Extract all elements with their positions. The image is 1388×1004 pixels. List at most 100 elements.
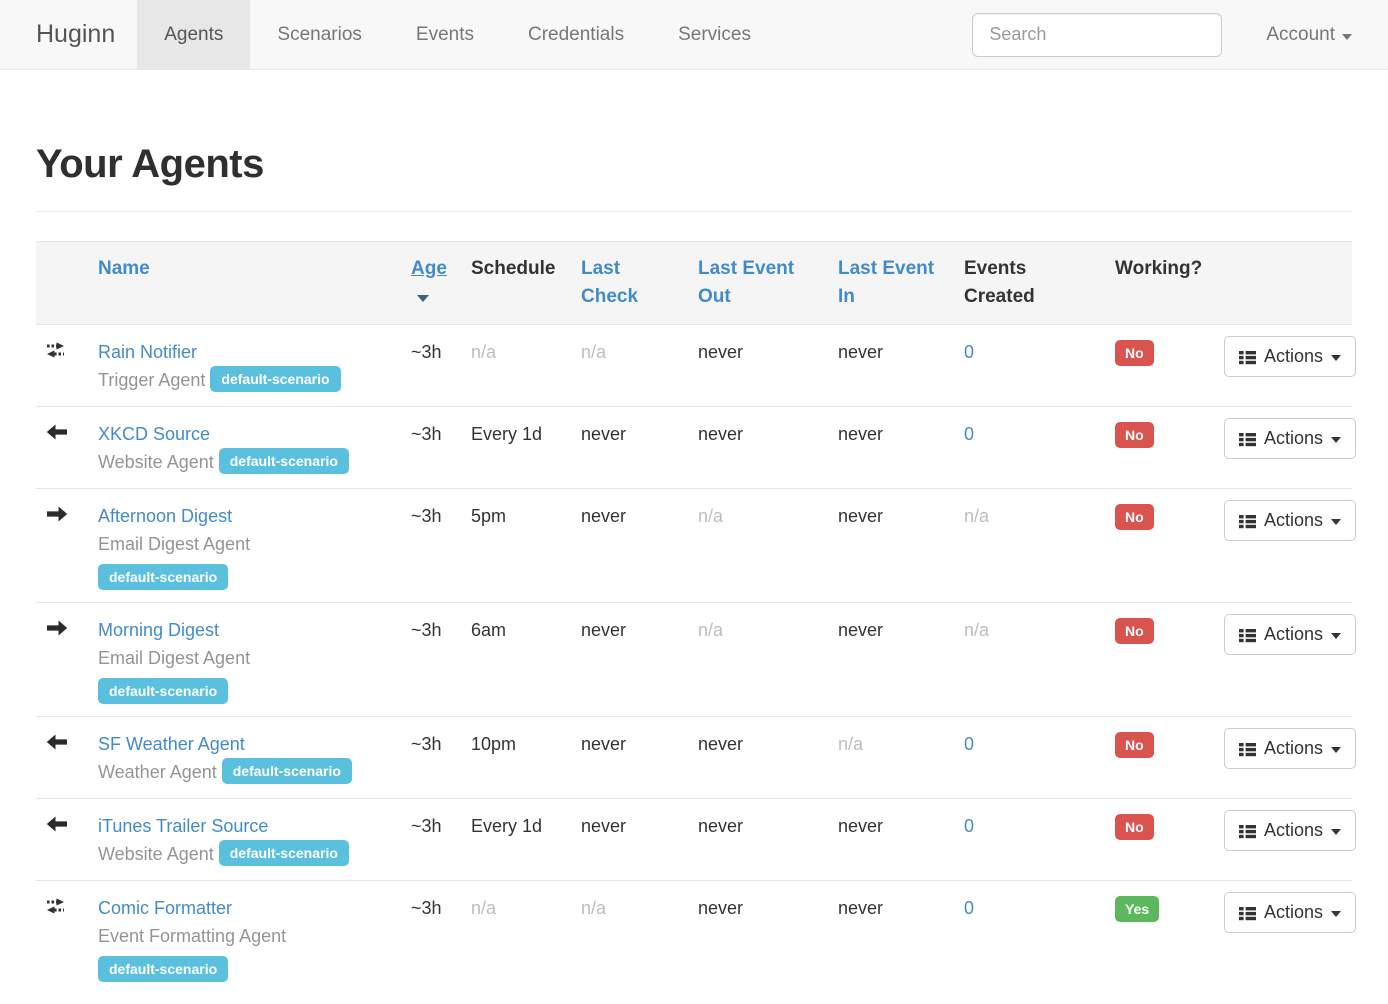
caret-down-icon bbox=[1331, 910, 1342, 917]
cell-agent-flow bbox=[36, 406, 90, 489]
actions-button[interactable]: Actions bbox=[1224, 892, 1357, 933]
main-content: Your Agents Name Age Schedule Last Check Las… bbox=[0, 142, 1388, 994]
cell-events-created: 0 bbox=[956, 716, 1107, 799]
cell-last-event-out: never bbox=[690, 798, 830, 881]
actions-button[interactable]: Actions bbox=[1224, 418, 1357, 459]
scenario-badge[interactable]: default-scenario bbox=[210, 366, 341, 392]
column-header-label[interactable]: Age bbox=[411, 258, 447, 279]
working-status-badge: Yes bbox=[1115, 896, 1160, 922]
scenario-badge-line: default-scenario bbox=[98, 954, 395, 982]
agent-type-line: Email Digest Agent bbox=[98, 530, 395, 558]
cell-events-created: n/a bbox=[956, 602, 1107, 717]
nav-item-events[interactable]: Events bbox=[415, 23, 474, 45]
scenario-badge[interactable]: default-scenario bbox=[98, 564, 229, 590]
caret-down-icon bbox=[1331, 828, 1342, 835]
scenario-badge[interactable]: default-scenario bbox=[98, 678, 229, 704]
column-header-label[interactable]: Last Check bbox=[581, 258, 639, 307]
cell-actions: Actions bbox=[1216, 488, 1357, 603]
cell-working: No bbox=[1107, 324, 1216, 407]
actions-button[interactable]: Actions bbox=[1224, 336, 1357, 377]
cell-age: ~3h bbox=[403, 798, 463, 881]
working-status-badge: No bbox=[1115, 340, 1154, 366]
agent-name-link[interactable]: SF Weather Agent bbox=[98, 734, 245, 754]
cell-last-check: n/a bbox=[573, 880, 690, 994]
events-created-value: n/a bbox=[964, 506, 990, 526]
cell-name: iTunes Trailer Source Website Agent defaul… bbox=[90, 798, 403, 881]
column-header-last-event-out: Last Event Out bbox=[690, 241, 830, 325]
cell-events-created: 0 bbox=[956, 880, 1107, 994]
search-input[interactable] bbox=[972, 12, 1223, 57]
actions-button[interactable]: Actions bbox=[1224, 614, 1357, 655]
caret-down-icon bbox=[1331, 354, 1342, 361]
agents-table-body: Rain Notifier Trigger Agent default-scenar… bbox=[36, 324, 1357, 994]
account-dropdown[interactable]: Account bbox=[1266, 24, 1352, 46]
actions-button-label: Actions bbox=[1264, 428, 1324, 448]
agent-type-line: Event Formatting Agent bbox=[98, 922, 395, 950]
agent-name-link[interactable]: iTunes Trailer Source bbox=[98, 816, 269, 836]
cell-last-event-out: never bbox=[690, 324, 830, 407]
cell-last-event-out: never bbox=[690, 716, 830, 799]
cell-schedule: 10pm bbox=[463, 716, 573, 799]
agent-name-link[interactable]: Rain Notifier bbox=[98, 342, 198, 362]
agent-name-link[interactable]: Morning Digest bbox=[98, 620, 220, 640]
cell-working: Yes bbox=[1107, 880, 1216, 994]
scenario-badge[interactable]: default-scenario bbox=[218, 448, 349, 474]
scenario-badge[interactable]: default-scenario bbox=[98, 956, 229, 982]
working-status-badge: No bbox=[1115, 814, 1154, 840]
agent-row: Morning Digest Email Digest Agent default-… bbox=[36, 602, 1357, 717]
cell-schedule: Every 1d bbox=[463, 406, 573, 489]
cell-agent-flow bbox=[36, 602, 90, 717]
agent-type-line: Weather Agent default-scenario bbox=[98, 758, 395, 786]
events-created-link[interactable]: 0 bbox=[964, 734, 975, 754]
agent-row: Rain Notifier Trigger Agent default-scenar… bbox=[36, 324, 1357, 407]
agent-name-link[interactable]: Comic Formatter bbox=[98, 898, 233, 918]
arrow-right-icon bbox=[46, 620, 82, 636]
column-header-label: Schedule bbox=[471, 258, 556, 279]
agent-row: iTunes Trailer Source Website Agent defaul… bbox=[36, 798, 1357, 881]
actions-button-label: Actions bbox=[1264, 902, 1324, 922]
cell-last-event-out: n/a bbox=[690, 488, 830, 603]
scenario-badge-line: default-scenario bbox=[98, 676, 395, 704]
actions-button-label: Actions bbox=[1264, 820, 1324, 840]
events-created-link[interactable]: 0 bbox=[964, 898, 975, 918]
events-created-link[interactable]: 0 bbox=[964, 816, 975, 836]
actions-button[interactable]: Actions bbox=[1224, 500, 1357, 541]
scenario-badge[interactable]: default-scenario bbox=[221, 758, 352, 784]
events-created-value: n/a bbox=[964, 620, 990, 640]
column-header-label[interactable]: Last Event In bbox=[838, 258, 935, 307]
transfer-icon bbox=[46, 342, 82, 358]
cell-age: ~3h bbox=[403, 324, 463, 407]
cell-name: Afternoon Digest Email Digest Agent defaul… bbox=[90, 488, 403, 603]
column-header-schedule: Schedule bbox=[463, 241, 573, 325]
list-icon bbox=[1239, 905, 1256, 921]
actions-button[interactable]: Actions bbox=[1224, 810, 1357, 851]
cell-schedule: 6am bbox=[463, 602, 573, 717]
agent-name-link[interactable]: Afternoon Digest bbox=[98, 506, 233, 526]
nav-item-scenarios[interactable]: Scenarios bbox=[277, 23, 362, 45]
column-header-label[interactable]: Name bbox=[98, 258, 150, 279]
huginn-brand-link[interactable]: Huginn bbox=[36, 20, 116, 48]
list-icon bbox=[1239, 513, 1256, 529]
actions-button-label: Actions bbox=[1264, 624, 1324, 644]
nav-item-credentials[interactable]: Credentials bbox=[527, 23, 625, 45]
agent-name-link[interactable]: XKCD Source bbox=[98, 424, 211, 444]
arrow-left-icon bbox=[46, 424, 82, 440]
events-created-link[interactable]: 0 bbox=[964, 424, 975, 444]
cell-last-event-out: never bbox=[690, 406, 830, 489]
events-created-link[interactable]: 0 bbox=[964, 342, 975, 362]
cell-age: ~3h bbox=[403, 406, 463, 489]
actions-button[interactable]: Actions bbox=[1224, 728, 1357, 769]
list-icon bbox=[1239, 627, 1256, 643]
nav-item-agents[interactable]: Agents bbox=[137, 0, 251, 69]
column-header-name: Name bbox=[90, 241, 403, 325]
cell-name: Morning Digest Email Digest Agent default-… bbox=[90, 602, 403, 717]
arrow-right-icon bbox=[46, 506, 82, 522]
scenario-badge[interactable]: default-scenario bbox=[218, 840, 349, 866]
cell-last-event-in: n/a bbox=[830, 716, 956, 799]
cell-working: No bbox=[1107, 406, 1216, 489]
cell-working: No bbox=[1107, 602, 1216, 717]
working-status-badge: No bbox=[1115, 618, 1154, 644]
column-header-label[interactable]: Last Event Out bbox=[698, 258, 795, 307]
cell-agent-flow bbox=[36, 880, 90, 994]
nav-item-services[interactable]: Services bbox=[678, 23, 751, 45]
